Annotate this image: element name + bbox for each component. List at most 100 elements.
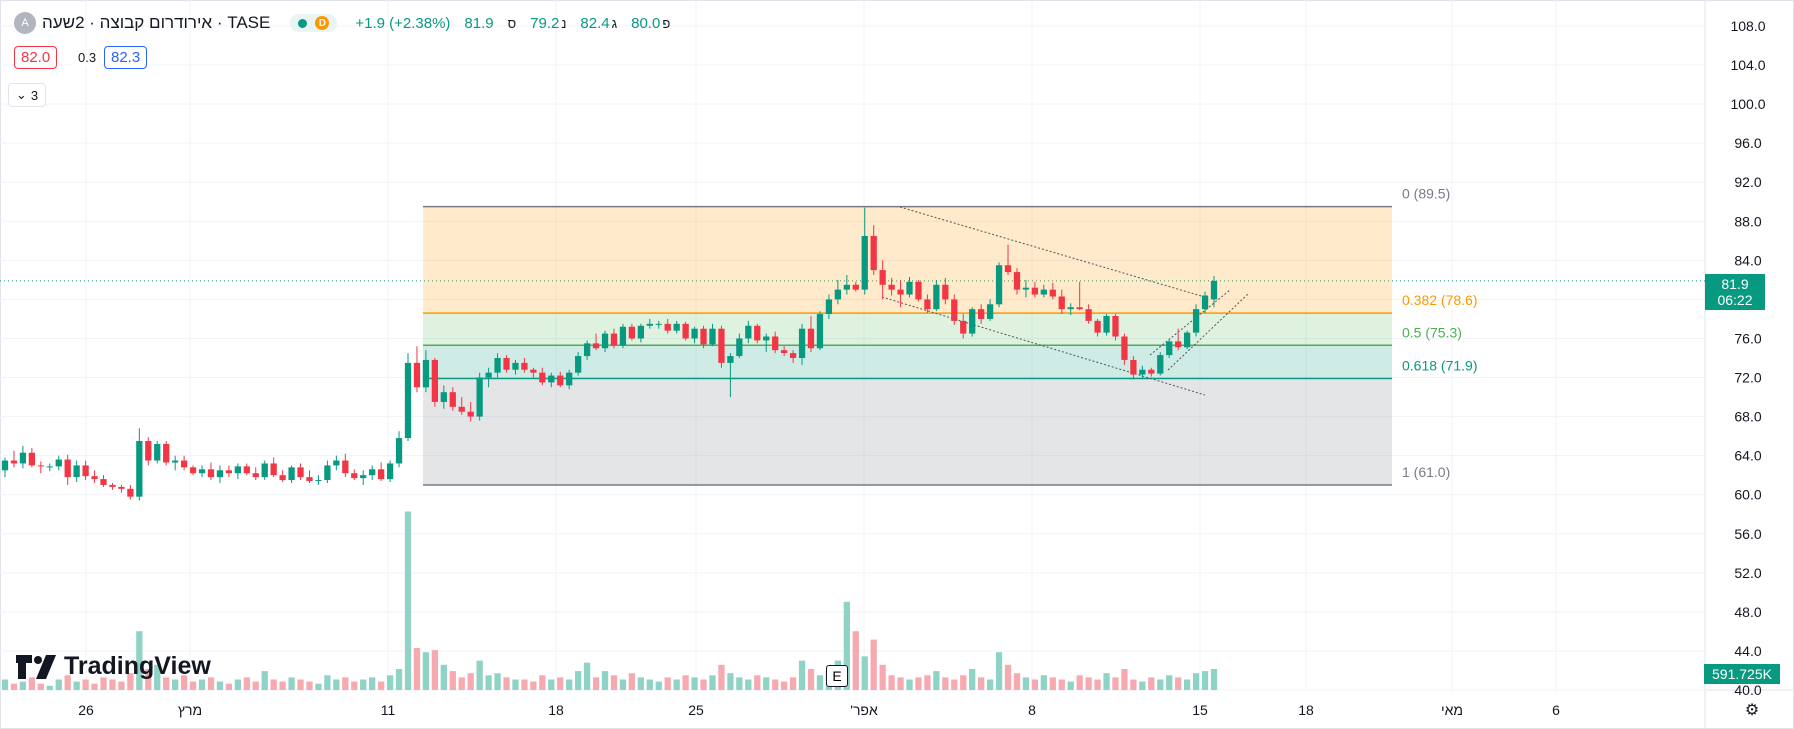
close-value: 81.9 [464, 14, 494, 32]
trend-line[interactable] [881, 296, 1206, 396]
volume-bar [1004, 664, 1012, 690]
candle-body [279, 475, 286, 481]
volume-bar [942, 677, 949, 690]
symbol-title[interactable]: אירודרום קבוצה · 2שעה · TASE [42, 13, 271, 32]
collapse-indicators-button[interactable]: ⌄ 3 [8, 83, 46, 107]
settings-icon[interactable]: ⚙ [1744, 702, 1760, 719]
candle-body [422, 359, 430, 388]
candle-body [297, 467, 304, 478]
candle-body [906, 281, 913, 295]
volume-bar [718, 664, 725, 690]
candle-body [673, 323, 680, 331]
fib-level-label: 0 (89.5) [1402, 186, 1450, 202]
volume-bar [1183, 679, 1191, 690]
trend-lines[interactable] [881, 206, 1249, 396]
candle-body [897, 289, 904, 295]
volume-bar [324, 675, 331, 690]
price-tick-label: 52.0 [1734, 565, 1761, 581]
candle-body [754, 325, 761, 341]
fib-retracement[interactable]: 0 (89.5) 0.382 (78.6) 0.5 (75.3) 0.618 (71.… [423, 186, 1478, 486]
volume-bar [494, 673, 501, 690]
price-tick-label: 92.0 [1734, 174, 1761, 190]
candle-body [1040, 289, 1047, 295]
volume-bar [270, 679, 277, 690]
volume-bar [1040, 675, 1047, 690]
candle-body [198, 469, 206, 474]
candle-body [1, 460, 9, 471]
candle-body [978, 309, 985, 319]
volume-bar [333, 679, 340, 690]
fib-level-label: 0.382 (78.6) [1402, 292, 1478, 308]
candle-body [449, 392, 456, 407]
candle-body [637, 325, 644, 339]
candle-body [682, 323, 689, 339]
volume-bar [342, 677, 349, 690]
symbol-logo[interactable]: A [14, 12, 36, 34]
time-axis[interactable]: 26 מרץ 11 18 25 'אפר 8 15 18 מאי 6 [78, 702, 1560, 718]
trend-line[interactable] [899, 206, 1209, 299]
volume-bar [888, 675, 895, 690]
candle-body [1013, 272, 1021, 290]
volume-bar [978, 677, 985, 690]
volume-bar [207, 677, 215, 690]
volume-bar [879, 664, 886, 690]
candle-body [189, 467, 197, 474]
volume-bar [933, 671, 940, 690]
candle-body [109, 484, 116, 487]
candle-body [288, 467, 295, 481]
candle-body [610, 333, 618, 346]
candle-body [807, 328, 815, 349]
volume-bar [1094, 679, 1101, 690]
candle-body [37, 465, 44, 467]
bid-button[interactable]: 82.0 [14, 46, 58, 69]
earnings-marker[interactable]: E [826, 665, 848, 687]
candle-body [512, 362, 519, 370]
price-axis[interactable]: 108.0104.0100.096.092.088.084.080.076.07… [1730, 18, 1765, 698]
volume-bar [637, 677, 644, 690]
volume-bar [216, 681, 224, 690]
market-status[interactable]: D [290, 14, 338, 32]
candle-body [745, 325, 752, 339]
volume-bar [924, 675, 931, 690]
volume-bar [55, 679, 62, 690]
volume-bar [234, 679, 241, 690]
volume-bar [691, 677, 698, 690]
open-label: פ [662, 15, 671, 31]
candle-body [1094, 320, 1101, 333]
volume-bar [109, 679, 116, 690]
volume-bar [189, 681, 197, 690]
candle-body [1112, 316, 1119, 337]
volume-bar [118, 681, 125, 690]
candle-body [369, 469, 376, 476]
volume-bar [243, 677, 250, 690]
volume-bar [431, 650, 439, 690]
volume-bar [789, 677, 797, 690]
volume-bar [476, 660, 483, 690]
volume-bar [198, 679, 206, 690]
volume-bar [986, 679, 994, 690]
volume-bar [1112, 677, 1119, 690]
price-tick-label: 72.0 [1734, 370, 1761, 386]
volume-bar [664, 677, 671, 690]
candle-body [646, 323, 653, 326]
tradingview-logo[interactable]: TradingView [16, 652, 211, 681]
trend-line[interactable] [1149, 289, 1231, 356]
volume-bar [816, 675, 824, 690]
price-tick-label: 100.0 [1730, 96, 1765, 112]
chevron-down-icon: ⌄ [15, 87, 27, 102]
candle-body [1183, 332, 1191, 348]
ask-button[interactable]: 82.3 [104, 46, 148, 69]
volume-bar [82, 679, 89, 690]
volume-bar [1192, 673, 1200, 690]
candle-body [825, 299, 833, 315]
volume-bar [521, 679, 528, 690]
volume-bar [315, 683, 322, 690]
candle-body [915, 281, 922, 300]
volume-bar [503, 677, 510, 690]
candle-body [628, 326, 636, 339]
volume-bar [404, 511, 412, 690]
volume-bar [995, 652, 1003, 690]
